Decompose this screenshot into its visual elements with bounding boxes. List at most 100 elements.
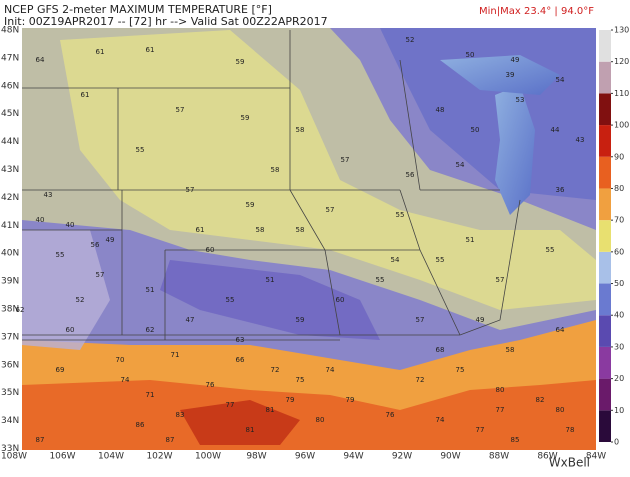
station-value: 57 <box>341 156 350 164</box>
colorbar-segment <box>599 410 611 442</box>
longitude-label: 88W <box>489 452 509 462</box>
station-value: 51 <box>466 236 475 244</box>
station-value: 57 <box>186 186 195 194</box>
cool-band <box>160 260 380 340</box>
station-value: 77 <box>496 406 505 414</box>
hottest-region <box>180 400 300 445</box>
station-value: 57 <box>496 276 505 284</box>
station-value: 61 <box>96 48 105 56</box>
longitude-label: 86W <box>537 452 557 462</box>
latitude-label: 37N <box>1 332 19 342</box>
station-value: 74 <box>436 416 445 424</box>
colorbar-segment <box>599 156 611 189</box>
station-value: 68 <box>436 346 445 354</box>
latitude-label: 39N <box>1 277 19 287</box>
station-value: 55 <box>396 211 405 219</box>
station-value: 85 <box>511 436 520 444</box>
latitude-label: 38N <box>1 305 19 315</box>
brand: WxBell <box>549 456 590 470</box>
colorbar-segment <box>599 283 611 316</box>
mountain-region <box>22 230 110 350</box>
latitude-label: 44N <box>1 137 19 147</box>
colorbar-label: 0 <box>614 438 619 447</box>
colorbar-segment <box>599 315 611 347</box>
latitude-label: 34N <box>1 416 19 426</box>
station-value: 49 <box>106 236 115 244</box>
colorbar-label: 110 <box>614 89 629 98</box>
station-value: 74 <box>326 366 335 374</box>
longitude-label: 108W <box>1 452 27 462</box>
station-value: 80 <box>316 416 325 424</box>
station-value: 62 <box>16 306 25 314</box>
latitude-label: 43N <box>1 165 19 175</box>
station-value: 47 <box>186 316 195 324</box>
longitude-label: 90W <box>440 452 460 462</box>
station-value: 87 <box>166 436 175 444</box>
colorbar-segment <box>599 188 611 221</box>
station-value: 56 <box>91 241 100 249</box>
lake-michigan <box>495 85 535 215</box>
state-borders <box>22 30 521 341</box>
colorbar-segment <box>599 378 611 411</box>
station-value: 81 <box>266 406 275 414</box>
latitude-label: 35N <box>1 388 19 398</box>
station-value: 71 <box>146 391 155 399</box>
station-value: 77 <box>476 426 485 434</box>
station-value: 77 <box>226 401 235 409</box>
colorbar-segment <box>599 93 611 126</box>
station-value: 61 <box>81 91 90 99</box>
min-max: Min|Max 23.4° | 94.0°F <box>479 6 594 17</box>
station-value: 61 <box>196 226 205 234</box>
station-value: 59 <box>241 114 250 122</box>
station-value: 59 <box>236 58 245 66</box>
station-value: 72 <box>271 366 280 374</box>
station-value: 60 <box>336 296 345 304</box>
station-value: 54 <box>556 76 565 84</box>
longitude-label: 102W <box>146 452 172 462</box>
colorbar-label: 90 <box>614 152 624 161</box>
latitude-label: 42N <box>1 193 19 203</box>
station-value: 83 <box>176 411 185 419</box>
longitude-label: 106W <box>49 452 75 462</box>
longitude-label: 84W <box>586 452 606 462</box>
station-value: 69 <box>56 366 65 374</box>
station-value: 82 <box>536 396 545 404</box>
station-value: 51 <box>266 276 275 284</box>
station-value: 55 <box>376 276 385 284</box>
station-value: 86 <box>136 421 145 429</box>
station-value: 52 <box>76 296 85 304</box>
station-value: 58 <box>296 226 305 234</box>
station-value: 75 <box>296 376 305 384</box>
latitude-label: 41N <box>1 221 19 231</box>
hotter-region <box>22 380 596 450</box>
station-value: 40 <box>66 221 75 229</box>
latitude-label: 45N <box>1 109 19 119</box>
station-value: 66 <box>236 356 245 364</box>
station-value: 79 <box>286 396 295 404</box>
station-value: 53 <box>516 96 525 104</box>
station-value: 80 <box>496 386 505 394</box>
colorbar-label: 130 <box>614 26 629 35</box>
colorbar-label: 70 <box>614 216 624 225</box>
latitude-label: 46N <box>1 81 19 91</box>
station-value: 81 <box>246 426 255 434</box>
station-value: 59 <box>246 201 255 209</box>
colorbar-segment <box>599 251 611 284</box>
station-value: 87 <box>36 436 45 444</box>
subtitle: Init: 00Z19APR2017 -- [72] hr --> Valid … <box>4 15 328 28</box>
longitude-label: 104W <box>98 452 124 462</box>
station-value: 50 <box>471 126 480 134</box>
station-value: 55 <box>436 256 445 264</box>
colorbar-segment <box>599 125 611 157</box>
colorbar-label: 10 <box>614 406 624 415</box>
station-value: 58 <box>271 166 280 174</box>
title: NCEP GFS 2-meter MAXIMUM TEMPERATURE [°F… <box>4 3 272 16</box>
station-value: 72 <box>416 376 425 384</box>
colorbar-label: 100 <box>614 121 629 130</box>
station-value: 61 <box>146 46 155 54</box>
station-value: 60 <box>206 246 215 254</box>
colorbar-segment <box>599 220 611 252</box>
latitude-label: 48N <box>1 26 19 36</box>
station-value: 36 <box>556 186 565 194</box>
lake-superior <box>440 55 560 95</box>
